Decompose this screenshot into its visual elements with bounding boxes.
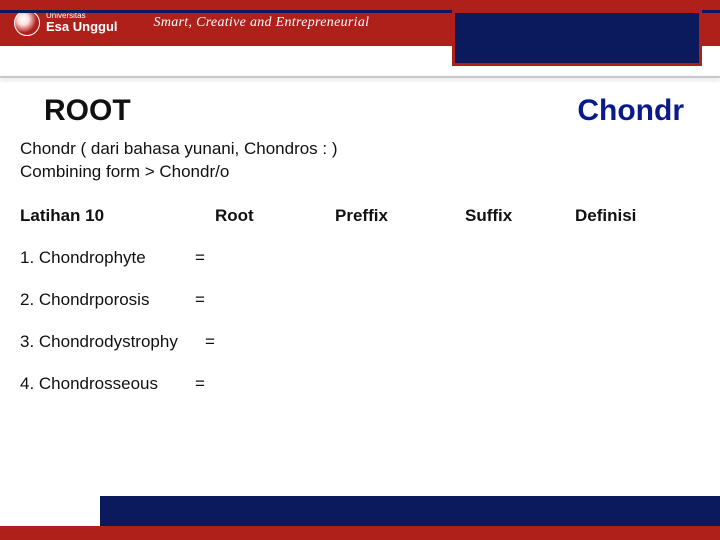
footer-navy-bar [100, 496, 720, 526]
title-row: ROOT Chondr [20, 94, 700, 128]
header-definisi: Definisi [575, 206, 675, 226]
logo-line2: Esa Unggul [46, 19, 118, 34]
exercise-row: 2. Chondrporosis = [20, 290, 700, 310]
logo-text: Universitas Esa Unggul [46, 12, 118, 34]
exercise-row: 1. Chondrophyte = [20, 248, 700, 268]
subtitle-line1: Chondr ( dari bahasa yunani, Chondros : … [20, 138, 700, 161]
header-suffix: Suffix [465, 206, 575, 226]
exercise-label: 2. Chondrporosis [20, 290, 195, 310]
equals-sign: = [205, 332, 215, 352]
subtitle: Chondr ( dari bahasa yunani, Chondros : … [20, 138, 700, 184]
header-preffix: Preffix [335, 206, 465, 226]
subtitle-line2: Combining form > Chondr/o [20, 161, 700, 184]
header-root: Root [215, 206, 335, 226]
header-latihan: Latihan 10 [20, 206, 215, 226]
logo-icon [14, 10, 40, 36]
tagline: Smart, Creative and Entrepreneurial [154, 15, 370, 31]
title-left: ROOT [44, 94, 131, 128]
column-headers: Latihan 10 Root Preffix Suffix Definisi [20, 206, 700, 226]
equals-sign: = [195, 374, 215, 394]
equals-sign: = [195, 290, 215, 310]
exercise-label: 1. Chondrophyte [20, 248, 195, 268]
exercise-row: 3. Chondrodystrophy = [20, 332, 700, 352]
logo: Universitas Esa Unggul [14, 10, 118, 36]
title-right: Chondr [577, 94, 684, 128]
header-accent-box [452, 10, 702, 66]
exercise-row: 4. Chondrosseous = [20, 374, 700, 394]
exercise-label: 4. Chondrosseous [20, 374, 195, 394]
exercise-label: 3. Chondrodystrophy [20, 332, 205, 352]
footer-red-bar [0, 526, 720, 540]
equals-sign: = [195, 248, 215, 268]
content-area: ROOT Chondr Chondr ( dari bahasa yunani,… [0, 78, 720, 394]
